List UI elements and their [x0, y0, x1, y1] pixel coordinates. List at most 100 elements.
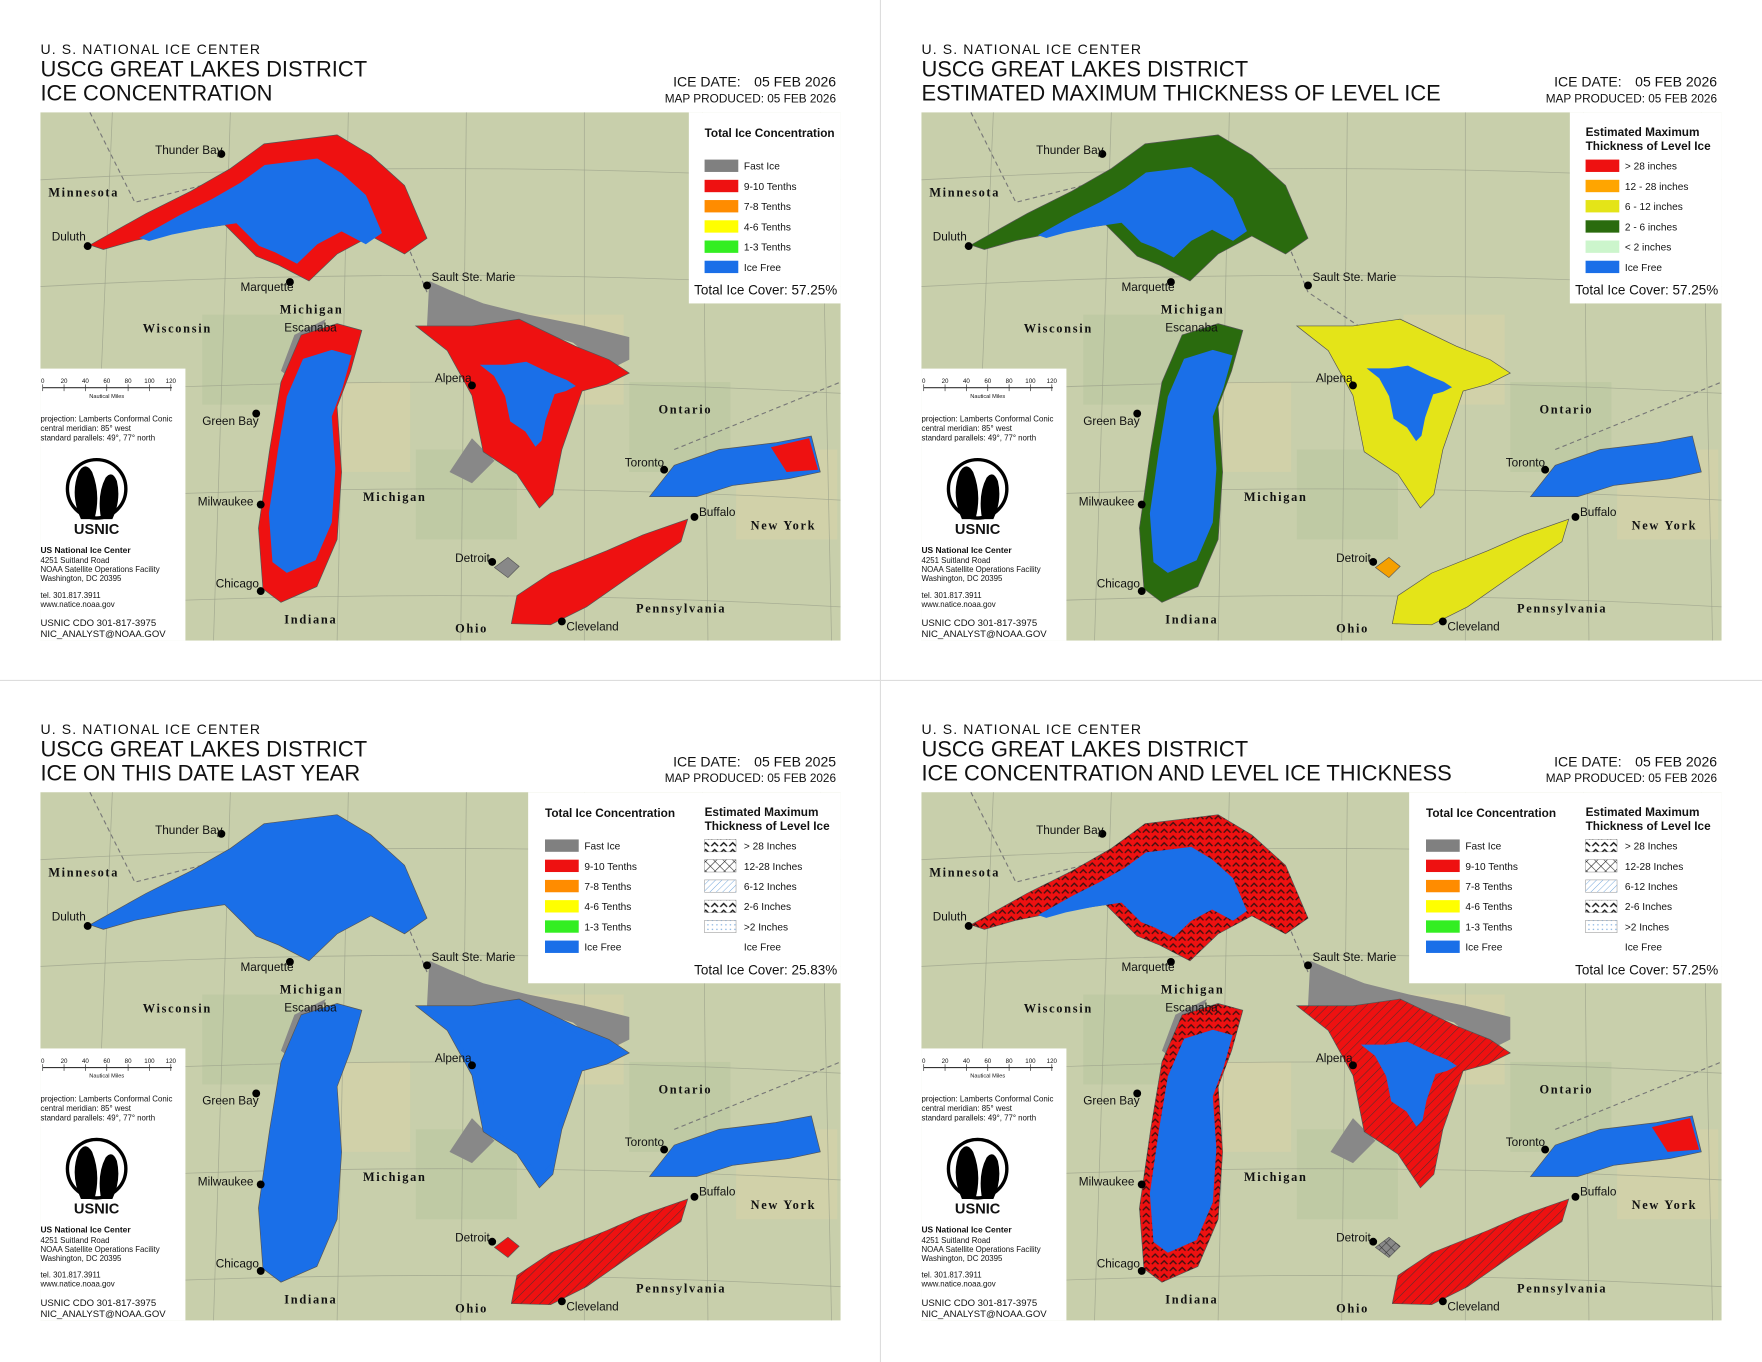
- city-label: Duluth: [52, 910, 86, 923]
- city-label: Chicago: [216, 578, 260, 591]
- legend-swatch: [1585, 260, 1620, 274]
- city-label: Toronto: [625, 1136, 665, 1149]
- region-label: New York: [1632, 1198, 1698, 1212]
- city-marker: [690, 1192, 699, 1201]
- ice-date-label: ICE DATE:: [1554, 74, 1622, 90]
- legend-label: 12 - 28 inches: [1625, 182, 1689, 193]
- map-produced: MAP PRODUCED: 05 FEB 2026: [1546, 92, 1718, 105]
- logo-ring: [946, 457, 1009, 520]
- legend-title: Estimated Maximum: [1586, 806, 1700, 819]
- ice-free-area: [427, 1006, 620, 1177]
- logo-penguins: [955, 466, 1000, 520]
- telephone: tel. 301.817.3911: [40, 591, 100, 600]
- org-name: US National Ice Center: [921, 545, 1012, 555]
- city-marker: [1137, 1267, 1146, 1275]
- scale-label: 120: [166, 1058, 177, 1065]
- legend-label: 4-6 Tenths: [744, 222, 791, 233]
- org-name: US National Ice Center: [40, 545, 131, 555]
- legend-swatch: [1426, 940, 1460, 953]
- city-label: Sault Ste. Marie: [432, 271, 516, 284]
- city-label: Escanaba: [284, 1001, 337, 1014]
- ice-free-area: [1366, 365, 1453, 442]
- region-label: Ohio: [455, 622, 488, 636]
- scale-label: 20: [942, 1058, 949, 1065]
- city-marker: [1166, 278, 1175, 287]
- scale-label: 80: [1006, 1058, 1013, 1065]
- city-marker: [285, 957, 294, 966]
- legend-title: Thickness of Level Ice: [1586, 820, 1712, 833]
- city-marker: [1304, 281, 1312, 290]
- address: 4251 Suitland Road: [40, 556, 109, 565]
- city-label: Green Bay: [202, 1095, 258, 1108]
- city-label: Cleveland: [1447, 620, 1499, 633]
- legend-swatch: [545, 940, 579, 953]
- scale-label: 80: [1006, 378, 1013, 385]
- legend-title: Thickness of Level Ice: [705, 820, 831, 833]
- map-title: ESTIMATED MAXIMUM THICKNESS OF LEVEL ICE: [921, 81, 1440, 106]
- legend-label: 1-3 Tenths: [584, 922, 631, 933]
- legend-swatch: [704, 879, 737, 893]
- legend-swatch: [1585, 200, 1620, 213]
- legend-swatch: [545, 900, 579, 913]
- region-label: Indiana: [284, 1293, 337, 1307]
- agency: U. S. NATIONAL ICE CENTER: [921, 41, 1142, 57]
- org-name: US National Ice Center: [40, 1225, 131, 1235]
- legend-label: Fast Ice: [584, 842, 620, 853]
- website: www.natice.noaa.gov: [39, 600, 114, 609]
- scale-label: 20: [61, 1058, 68, 1065]
- city-marker: [256, 587, 265, 596]
- city-label: Buffalo: [699, 1186, 736, 1199]
- region-label: Ohio: [1336, 622, 1369, 636]
- region-label: Pennsylvania: [1517, 1281, 1607, 1295]
- region-label: Michigan: [280, 982, 344, 996]
- scale-label: 60: [103, 1058, 110, 1065]
- legend-swatch: [1585, 839, 1618, 852]
- legend-swatch: [704, 179, 739, 193]
- total-ice-cover: Total Ice Cover: 57.25%: [1575, 282, 1718, 297]
- email: NIC_ANALYST@NOAA.GOV: [40, 1309, 166, 1320]
- ice-pattern: [511, 1199, 688, 1305]
- legend-label: 1-3 Tenths: [744, 243, 791, 254]
- city-label: Detroit: [1336, 1232, 1371, 1245]
- city-label: Toronto: [1506, 1136, 1546, 1149]
- region-label: Ontario: [659, 1082, 713, 1096]
- ice-date-label: ICE DATE:: [673, 74, 741, 90]
- legend-swatch: [704, 839, 737, 852]
- legend-label: >2 Inches: [1625, 922, 1669, 933]
- address: 4251 Suitland Road: [921, 1236, 990, 1245]
- scale-label: 100: [1025, 378, 1036, 385]
- legend-label: 2-6 Inches: [744, 902, 791, 913]
- logo-penguins: [74, 1146, 119, 1200]
- projection: central meridian: 85° west: [921, 1104, 1012, 1113]
- agency: U. S. NATIONAL ICE CENTER: [40, 721, 261, 737]
- scale-label: 60: [103, 378, 110, 385]
- projection: projection: Lamberts Conformal Conic: [921, 1094, 1053, 1103]
- email: NIC_ANALYST@NOAA.GOV: [40, 629, 166, 640]
- legend-label: Fast Ice: [744, 162, 780, 173]
- city-label: Duluth: [933, 231, 967, 244]
- address: NOAA Satellite Operations Facility: [40, 565, 159, 574]
- ice-free-area: [1149, 349, 1233, 573]
- legend-label: 12-28 Inches: [1625, 862, 1683, 873]
- logo-ring: [946, 1137, 1009, 1200]
- lake-erie: [510, 518, 689, 626]
- scale-label: 100: [1025, 1058, 1036, 1065]
- map-title: USCG GREAT LAKES DISTRICT: [40, 736, 367, 761]
- legend-swatch: [1585, 859, 1618, 873]
- city-marker: [1349, 381, 1357, 390]
- region-label: Michigan: [363, 490, 427, 504]
- region-label: Michigan: [1244, 490, 1308, 504]
- city-label: Sault Ste. Marie: [432, 951, 516, 964]
- legend-label: < 2 inches: [1625, 243, 1671, 254]
- region-label: Ontario: [1540, 1082, 1594, 1096]
- logo-penguins: [74, 466, 119, 520]
- region-label: Ohio: [1336, 1302, 1369, 1316]
- address: 4251 Suitland Road: [921, 556, 990, 565]
- ice-date: 05 FEB 2026: [1635, 753, 1717, 769]
- legend-label: 2-6 Inches: [1625, 902, 1672, 913]
- city-label: Thunder Bay: [155, 144, 223, 157]
- total-ice-cover: Total Ice Cover: 57.25%: [694, 282, 837, 297]
- projection: projection: Lamberts Conformal Conic: [40, 414, 172, 423]
- legend-label: Ice Free: [1625, 263, 1662, 274]
